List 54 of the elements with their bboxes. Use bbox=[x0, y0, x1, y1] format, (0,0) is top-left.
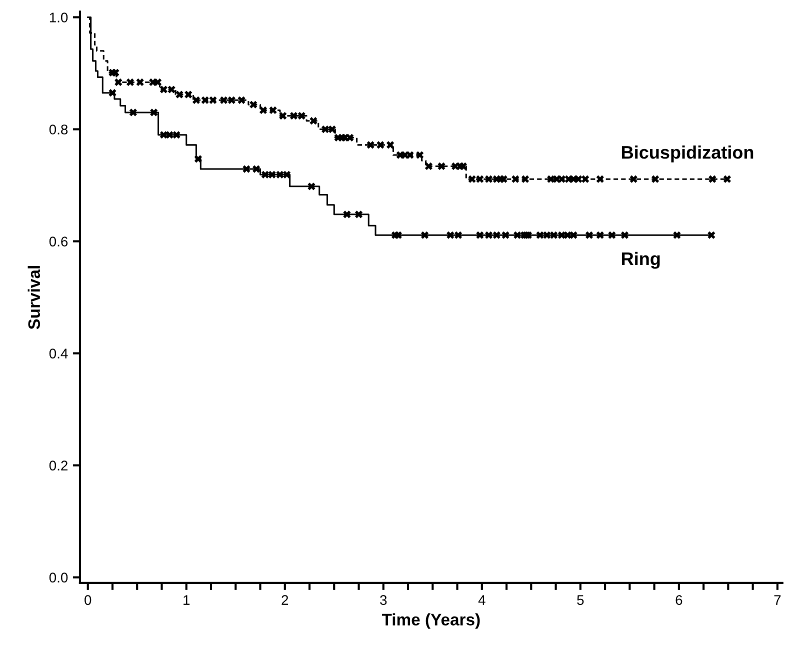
point bbox=[268, 170, 276, 178]
point bbox=[558, 231, 566, 239]
point bbox=[160, 131, 168, 139]
point bbox=[194, 155, 202, 163]
point bbox=[172, 131, 180, 139]
point bbox=[585, 231, 594, 239]
x-tick-label: 0 bbox=[84, 595, 92, 605]
point bbox=[454, 231, 462, 239]
point bbox=[446, 231, 454, 239]
point bbox=[543, 231, 551, 239]
point bbox=[673, 231, 681, 239]
x-tick-label: 7 bbox=[774, 595, 781, 605]
y-tick-label: 0.6 bbox=[49, 236, 68, 246]
point bbox=[242, 165, 250, 173]
point bbox=[394, 231, 402, 239]
y-tick-label: 0.8 bbox=[49, 124, 68, 134]
point bbox=[354, 210, 363, 218]
point bbox=[108, 89, 116, 97]
x-tick-label: 5 bbox=[577, 595, 584, 605]
x-tick-label: 3 bbox=[380, 595, 387, 605]
point bbox=[276, 170, 284, 178]
point bbox=[484, 231, 493, 239]
point bbox=[608, 231, 616, 239]
point bbox=[343, 210, 351, 218]
point bbox=[129, 108, 137, 116]
point bbox=[308, 182, 316, 190]
point bbox=[502, 231, 510, 239]
point bbox=[570, 231, 578, 239]
x-tick-label: 6 bbox=[676, 595, 682, 605]
y-axis-title: Survival bbox=[28, 266, 40, 330]
point bbox=[620, 231, 629, 239]
series-label: Ring bbox=[622, 252, 660, 269]
point bbox=[150, 108, 158, 116]
point bbox=[261, 170, 269, 178]
point bbox=[492, 231, 500, 239]
x-axis-title: Time (Years) bbox=[382, 613, 480, 629]
x-tick-label: 1 bbox=[184, 595, 190, 605]
point bbox=[514, 231, 522, 239]
y-tick-label: 0.0 bbox=[49, 572, 68, 583]
x-tick-label: 2 bbox=[282, 595, 288, 605]
point bbox=[550, 231, 558, 239]
y-tick-label: 0.4 bbox=[49, 348, 68, 358]
point bbox=[420, 231, 429, 239]
y-tick-label: 1.0 bbox=[50, 12, 68, 22]
point bbox=[283, 170, 291, 178]
point bbox=[708, 231, 716, 239]
y-tick-label: 0.2 bbox=[49, 460, 68, 470]
point bbox=[252, 165, 260, 173]
point bbox=[536, 231, 544, 239]
point bbox=[166, 131, 174, 139]
point bbox=[596, 231, 604, 239]
x-tick-label: 4 bbox=[478, 595, 486, 605]
point bbox=[476, 231, 484, 239]
series-label: Bicuspidization bbox=[622, 145, 754, 162]
